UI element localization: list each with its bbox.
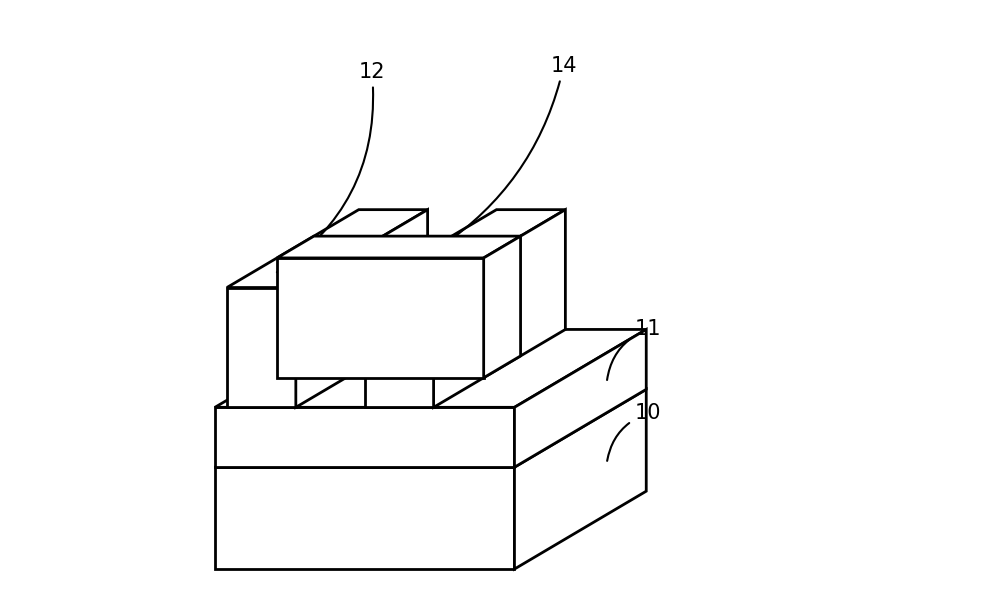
Polygon shape [484, 236, 521, 378]
Polygon shape [227, 288, 296, 407]
Polygon shape [227, 210, 428, 288]
Polygon shape [215, 407, 514, 467]
Polygon shape [365, 210, 565, 288]
Polygon shape [277, 236, 521, 258]
Polygon shape [215, 329, 646, 407]
Polygon shape [514, 329, 646, 467]
Text: 14: 14 [442, 56, 577, 246]
Polygon shape [434, 210, 565, 407]
Text: 12: 12 [277, 62, 386, 272]
Text: 11: 11 [607, 319, 661, 380]
Polygon shape [277, 258, 484, 378]
Polygon shape [365, 288, 434, 407]
Polygon shape [514, 389, 646, 569]
Polygon shape [215, 467, 514, 569]
Polygon shape [296, 210, 428, 407]
Polygon shape [215, 389, 646, 467]
Text: 10: 10 [607, 403, 661, 461]
